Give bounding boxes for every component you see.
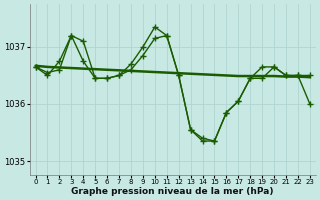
X-axis label: Graphe pression niveau de la mer (hPa): Graphe pression niveau de la mer (hPa) (71, 187, 274, 196)
